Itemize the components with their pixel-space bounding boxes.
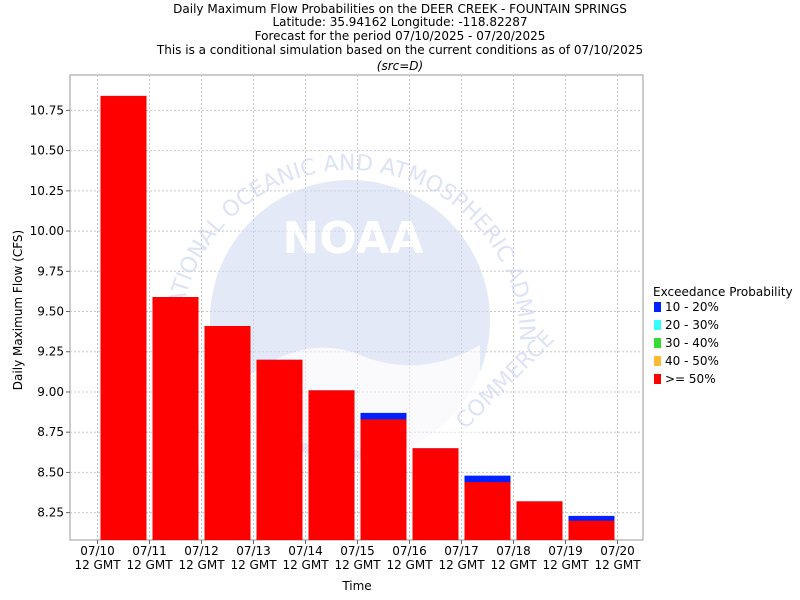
x-tick-label-date: 07/20 [600,544,635,558]
legend-swatch [654,374,661,384]
y-tick-label: 8.25 [37,506,64,520]
bar [256,359,303,540]
title-line-3: Forecast for the period 07/10/2025 - 07/… [255,29,546,43]
y-tick-label: 8.50 [37,465,64,479]
y-tick-label: 9.75 [37,264,64,278]
x-tick-label-date: 07/13 [236,544,271,558]
x-tick-label-time: 12 GMT [74,558,121,572]
x-tick-label-time: 12 GMT [282,558,329,572]
y-tick-label: 10.25 [30,184,64,198]
bar [100,95,147,540]
title-line-1: Daily Maximum Flow Probabilities on the … [173,2,627,16]
x-tick-label-time: 12 GMT [542,558,589,572]
x-tick-label-date: 07/15 [340,544,375,558]
bar [204,326,251,540]
bar [152,297,199,540]
legend-swatch [654,320,661,330]
x-tick-label-date: 07/11 [132,544,167,558]
x-tick-label-date: 07/12 [184,544,219,558]
legend-swatch [654,302,661,312]
x-axis-label: Time [341,579,371,593]
legend-label: 20 - 30% [665,318,719,332]
x-tick-label-time: 12 GMT [126,558,173,572]
legend-label: 10 - 20% [665,300,719,314]
legend-label: 30 - 40% [665,336,719,350]
bar [464,482,511,540]
y-tick-label: 10.75 [30,103,64,117]
chart-subtitle: (src=D) [377,59,423,73]
x-tick-label-date: 07/17 [444,544,479,558]
legend: Exceedance Probability 10 - 20% 20 - 30% 3… [653,285,793,386]
x-tick-label-date: 07/16 [392,544,427,558]
x-tick-label-time: 12 GMT [178,558,225,572]
x-tick-label-time: 12 GMT [438,558,485,572]
watermark-noaa-text: NOAA [282,213,423,264]
bar [308,390,355,540]
y-tick-label: 10.50 [30,144,64,158]
y-tick-label: 9.00 [37,385,64,399]
x-tick-label-time: 12 GMT [594,558,641,572]
bar [568,520,615,540]
legend-label: >= 50% [665,372,716,386]
bar [412,448,459,540]
x-tick-label-time: 12 GMT [386,558,433,572]
y-axis-label: Daily Maximum Flow (CFS) [11,230,25,390]
legend-label: 40 - 50% [665,354,719,368]
legend-swatch [654,356,661,366]
legend-title: Exceedance Probability [653,285,793,299]
x-tick-label-date: 07/14 [288,544,323,558]
legend-swatch [654,338,661,348]
x-tick-label-date: 07/10 [80,544,115,558]
bars [100,95,615,540]
title-line-2: Latitude: 35.94162 Longitude: -118.82287 [272,15,527,29]
x-tick-label-date: 07/18 [496,544,531,558]
bar [360,419,407,540]
x-tick-label-time: 12 GMT [490,558,537,572]
x-tick-label-time: 12 GMT [230,558,277,572]
title-line-4: This is a conditional simulation based o… [156,43,643,57]
x-tick-label-time: 12 GMT [334,558,381,572]
y-tick-label: 9.25 [37,345,64,359]
x-tick-label-date: 07/19 [548,544,583,558]
y-tick-label: 9.50 [37,305,64,319]
y-axis: 8.25 8.50 8.75 9.00 9.25 9.50 9.75 10.00 10.25 10… [30,103,70,520]
y-tick-label: 10.00 [30,224,64,238]
bar [516,501,563,540]
y-tick-label: 8.75 [37,425,64,439]
chart-title: Daily Maximum Flow Probabilities on the … [156,2,643,73]
